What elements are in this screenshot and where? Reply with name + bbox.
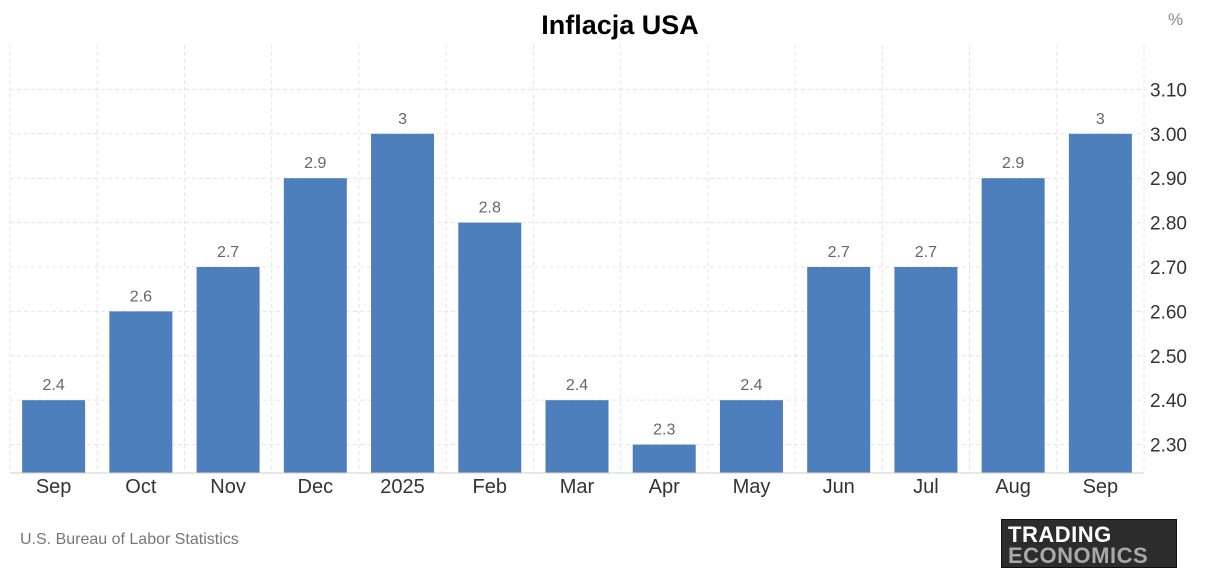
data-label: 2.9 (304, 155, 326, 172)
x-tick-label: Jun (823, 476, 855, 498)
x-tick-label: Aug (995, 476, 1031, 498)
x-tick-label: Sep (36, 476, 72, 498)
unit-label: % (1168, 10, 1184, 29)
data-label: 2.7 (828, 244, 850, 261)
data-label: 2.6 (130, 288, 152, 305)
chart-title: Inflacja USA (541, 10, 699, 40)
y-tick-label: 3.10 (1150, 80, 1187, 101)
y-tick-label: 2.50 (1150, 347, 1187, 368)
y-tick-label: 3.00 (1150, 125, 1187, 146)
bar (981, 178, 1045, 474)
data-label: 2.8 (479, 200, 501, 217)
data-label: 2.4 (740, 377, 762, 394)
bar (545, 400, 609, 473)
trading-economics-logo[interactable]: TRADING ECONOMICS (1001, 519, 1177, 568)
bar (109, 311, 173, 473)
x-tick-label: Jul (913, 476, 939, 498)
bar (807, 266, 871, 473)
y-tick-label: 2.30 (1150, 436, 1187, 457)
x-tick-label: Nov (210, 476, 246, 498)
data-label: 2.4 (42, 377, 64, 394)
source-label: U.S. Bureau of Labor Statistics (20, 531, 239, 548)
x-tick-label: Mar (560, 476, 595, 498)
bar (1068, 133, 1132, 473)
bar (632, 444, 696, 473)
bar (196, 266, 260, 473)
x-tick-label: May (733, 476, 771, 498)
x-tick-label: Dec (298, 476, 334, 498)
data-label: 3 (1096, 111, 1105, 128)
y-tick-label: 2.80 (1150, 214, 1187, 235)
bar (458, 222, 522, 473)
data-label: 2.4 (566, 377, 588, 394)
data-label: 2.7 (217, 244, 239, 261)
y-tick-label: 2.60 (1150, 302, 1187, 323)
y-tick-label: 2.70 (1150, 258, 1187, 279)
bar (371, 133, 435, 473)
logo-line2: ECONOMICS (1008, 543, 1149, 568)
y-tick-label: 2.40 (1150, 391, 1187, 412)
data-label: 3 (398, 111, 407, 128)
bar (894, 266, 958, 473)
bar (719, 400, 783, 473)
logo-line1: TRADING (1008, 522, 1112, 547)
bar (283, 178, 347, 474)
data-label: 2.9 (1002, 155, 1024, 172)
data-label: 2.7 (915, 244, 937, 261)
x-tick-label: Apr (649, 476, 680, 498)
bar (22, 400, 86, 473)
data-label: 2.3 (653, 422, 675, 439)
x-tick-label: Sep (1083, 476, 1119, 498)
x-tick-label: 2025 (380, 476, 425, 498)
y-tick-label: 2.90 (1150, 169, 1187, 190)
x-tick-label: Oct (125, 476, 157, 498)
x-tick-label: Feb (473, 476, 507, 498)
